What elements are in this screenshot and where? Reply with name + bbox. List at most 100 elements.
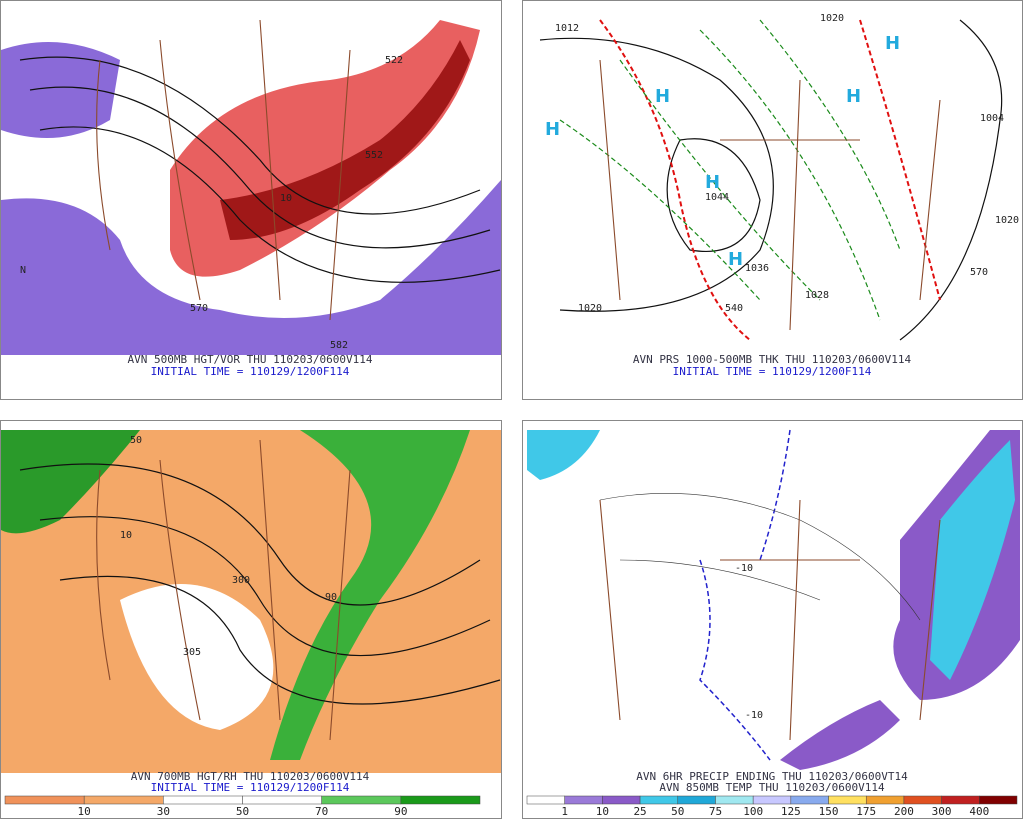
colorbar-label: 10: [596, 805, 609, 818]
contour: [19, 463, 501, 705]
isotherm: [699, 429, 791, 761]
caption: AVN PRS 1000-500MB THK THU 110203/0600V1…: [633, 353, 912, 366]
colorbar-swatch: [526, 795, 565, 805]
colorbar-label: 50: [236, 805, 249, 818]
contour-label: 570: [970, 267, 988, 278]
colorbar-swatch: [163, 795, 243, 805]
colorbar-label: 175: [856, 805, 876, 818]
colorbar-swatch: [602, 795, 641, 805]
precip-area: [780, 700, 900, 770]
rh-area: [120, 584, 274, 730]
panel-500mb: 570 582 552 522 10 N AVN 500MB HGT/VOR T…: [0, 0, 502, 400]
colorbar-swatch: [4, 795, 85, 805]
precip-area: [930, 440, 1015, 680]
contour-label: N: [20, 265, 26, 276]
contour-label: 305: [183, 647, 201, 658]
high-marker: H: [705, 172, 720, 193]
colorbar-label: 200: [894, 805, 914, 818]
colorbar-swatch: [242, 795, 322, 805]
contour-label: 1020: [820, 13, 844, 24]
contour-label: 10: [280, 193, 292, 204]
colorbar-swatch: [677, 795, 716, 805]
boundary: [96, 439, 351, 741]
colorbar-swatch: [790, 795, 829, 805]
contour: [39, 126, 501, 283]
caption: AVN 850MB TEMP THU 110203/0600V114: [659, 781, 885, 794]
caption: AVN 6HR PRECIP ENDING THU 110203/0600VT1…: [636, 770, 908, 783]
colorbar-label: 100: [743, 805, 763, 818]
panel-thickness: 1012 1020 1044 1036 1028 1020 1004 1020 …: [522, 0, 1023, 400]
colorbar-swatch: [321, 795, 402, 805]
colorbar-label: 75: [709, 805, 722, 818]
thickness-line: [599, 19, 941, 341]
colorbar-swatch: [564, 795, 603, 805]
colorbar-swatch: [828, 795, 867, 805]
colorbar-label: 30: [157, 805, 170, 818]
isotherm: [599, 493, 921, 621]
panel-frame: [0, 0, 502, 400]
contour-label: 1012: [555, 23, 579, 34]
contour-label: 1028: [805, 290, 829, 301]
colorbar-label: 125: [781, 805, 801, 818]
colorbar-label: 400: [969, 805, 989, 818]
contour-label: 540: [725, 303, 743, 314]
contour-label: 582: [330, 340, 348, 351]
colorbar: 1 10 25 50 75 100 125 150 175 200 300 400: [526, 795, 1018, 818]
colorbar-swatch: [400, 795, 481, 805]
rh-area: [1, 430, 140, 534]
colorbar-label: 90: [394, 805, 407, 818]
colorbar-label: 300: [932, 805, 952, 818]
contour-label: 1044: [705, 192, 729, 203]
boundary: [599, 59, 941, 331]
contour-label: 522: [385, 55, 403, 66]
contour-label: 570: [190, 303, 208, 314]
thickness-line: [559, 19, 901, 321]
contour-label: 10: [120, 530, 132, 541]
initial-time: INITIAL TIME = 110129/1200F114: [673, 365, 872, 378]
caption: AVN 700MB HGT/RH THU 110203/0600V114: [131, 770, 370, 783]
contour-label: -10: [745, 710, 763, 721]
isobar: [666, 138, 761, 252]
vorticity-area: [1, 42, 501, 355]
colorbar-swatch: [941, 795, 980, 805]
high-marker: H: [846, 86, 861, 107]
colorbar-label: 1: [561, 805, 568, 818]
contour-label: 50: [130, 435, 142, 446]
isobar: [899, 19, 1003, 341]
high-marker: H: [728, 249, 743, 270]
high-marker: H: [885, 33, 900, 54]
contour-label: 300: [232, 575, 250, 586]
contour-label: 552: [365, 150, 383, 161]
colorbar: 10 30 50 70 90: [4, 795, 481, 818]
panel-precip: -10 -10 AVN 6HR PRECIP ENDING THU 110203…: [522, 420, 1023, 819]
caption: AVN 500MB HGT/VOR THU 110203/0600V114: [127, 353, 372, 366]
vorticity-area: [220, 40, 470, 240]
colorbar-swatch: [752, 795, 792, 805]
colorbar-swatch: [83, 795, 164, 805]
rh-area: [270, 430, 470, 760]
isobar: [539, 37, 774, 312]
contour-label: -10: [735, 563, 753, 574]
initial-time: INITIAL TIME = 110129/1200F114: [151, 781, 350, 794]
colorbar-swatch: [715, 795, 754, 805]
colorbar-label: 50: [671, 805, 684, 818]
contour-label: 1020: [995, 215, 1019, 226]
initial-time: INITIAL TIME = 110129/1200F114: [151, 365, 350, 378]
colorbar-label: 150: [819, 805, 839, 818]
contour: [29, 86, 491, 249]
contour-label: 1020: [578, 303, 602, 314]
precip-area: [527, 430, 600, 480]
panel-frame: [522, 0, 1023, 400]
colorbar-swatch: [639, 795, 679, 805]
boundary: [599, 499, 941, 741]
colorbar-label: 70: [315, 805, 328, 818]
colorbar-swatch: [903, 795, 942, 805]
colorbar-label: 10: [78, 805, 91, 818]
colorbar-swatch: [979, 795, 1018, 805]
high-marker: H: [545, 119, 560, 140]
colorbar-swatch: [865, 795, 905, 805]
boundary: [96, 19, 351, 321]
high-marker: H: [655, 86, 670, 107]
contour-label: 90: [325, 592, 337, 603]
